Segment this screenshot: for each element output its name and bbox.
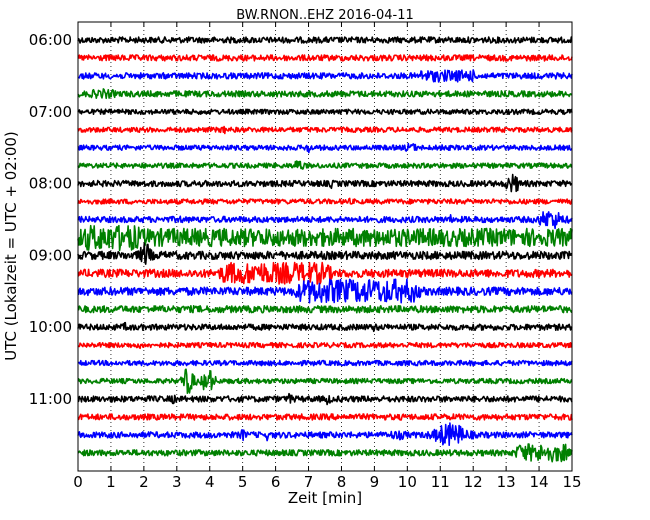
x-tick-label: 12	[464, 473, 483, 491]
seismic-trace-0945	[77, 305, 573, 314]
seismic-trace-0600	[77, 36, 573, 44]
x-tick-label: 0	[73, 473, 83, 491]
seismic-trace-0900	[77, 242, 573, 265]
seismic-trace-0830	[77, 211, 573, 230]
x-tick-label: 10	[398, 473, 417, 491]
y-tick-label: 10:00	[29, 318, 72, 336]
seismic-trace-0845	[77, 224, 573, 252]
y-tick-label: 08:00	[29, 175, 72, 193]
x-tick-label: 2	[139, 473, 149, 491]
x-tick-label: 9	[370, 473, 380, 491]
x-tick-label: 7	[304, 473, 314, 491]
chart-title: BW.RNON..EHZ 2016-04-11	[236, 8, 414, 23]
seismic-trace-1045	[77, 368, 573, 394]
trace-group	[77, 36, 573, 463]
seismic-trace-0800	[77, 173, 573, 193]
seismic-trace-0715	[77, 125, 573, 135]
x-tick-label: 11	[431, 473, 450, 491]
seismic-trace-1000	[77, 321, 573, 333]
x-axis-label: Zeit [min]	[288, 489, 362, 507]
seismic-trace-0645	[77, 88, 573, 100]
plot-area	[78, 22, 572, 471]
y-tick-label: 11:00	[29, 390, 72, 408]
seismic-trace-0630	[77, 69, 573, 83]
seismic-trace-0730	[77, 142, 573, 154]
x-tick-label: 1	[106, 473, 116, 491]
seismic-trace-0745	[77, 160, 573, 170]
x-tick-label: 13	[497, 473, 516, 491]
seismic-trace-0930	[77, 278, 573, 304]
seismic-trace-1115	[77, 413, 573, 421]
y-axis-label: UTC (Lokalzeit = UTC + 02:00)	[2, 131, 20, 361]
y-tick-label: 07:00	[29, 103, 72, 121]
x-tick-label: 15	[562, 473, 581, 491]
axes: 0 1 2 3 4 5 6 7 8 9 10 11 12 13 14 1506:0007:0008:0009:…	[29, 21, 582, 491]
seismic-trace-0700	[77, 108, 573, 116]
seismic-trace-1100	[77, 392, 573, 406]
seismic-trace-0915	[77, 261, 573, 285]
seismic-trace-1130	[77, 422, 573, 446]
seismic-trace-1030	[77, 359, 573, 367]
seismic-trace-1145	[77, 443, 573, 463]
x-tick-label: 14	[530, 473, 549, 491]
seismic-trace-0615	[77, 54, 573, 62]
seismic-trace-0815	[77, 197, 573, 205]
x-tick-label: 6	[271, 473, 281, 491]
x-tick-label: 8	[337, 473, 347, 491]
x-tick-label: 3	[172, 473, 182, 491]
x-tick-label: 5	[238, 473, 248, 491]
y-tick-label: 06:00	[29, 31, 72, 49]
y-tick-label: 09:00	[29, 246, 72, 264]
plot-frame	[77, 21, 573, 472]
seismic-trace-1015	[77, 341, 573, 350]
x-tick-label: 4	[205, 473, 215, 491]
